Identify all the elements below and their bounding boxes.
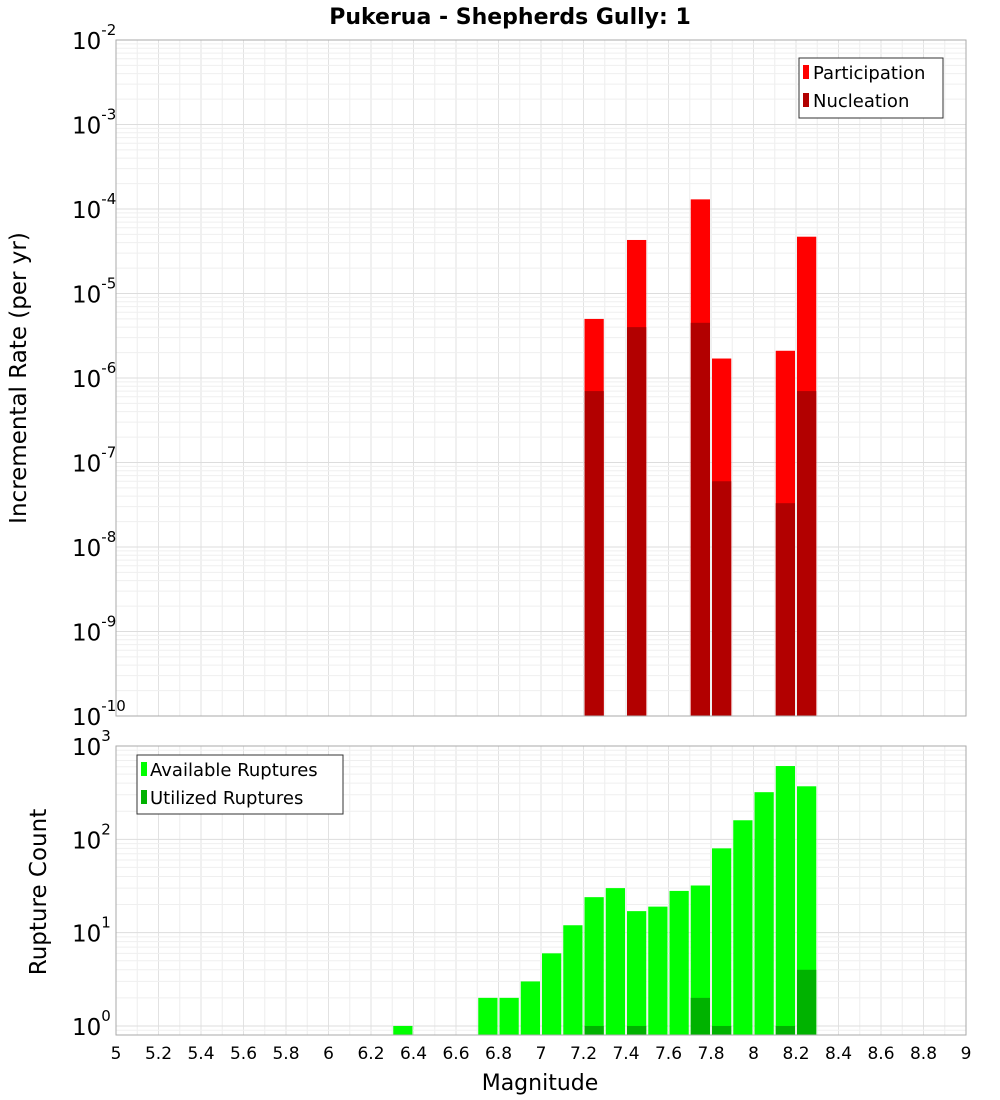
bar-available-ruptures [584,897,604,1035]
bar-available-ruptures [520,981,540,1035]
x-tick-label: 5.8 [272,1044,299,1064]
bar-utilized-ruptures [584,1025,604,1035]
bar-utilized-ruptures [712,1025,732,1035]
legend-label-available-ruptures: Available Ruptures [150,760,318,781]
x-tick-label: 5 [111,1044,122,1064]
top-y-tick-label: 10-8 [72,528,116,562]
x-tick-label: 6.8 [485,1044,512,1064]
bar-available-ruptures [733,820,753,1035]
legend-swatch-available-ruptures [141,762,147,776]
bar-nucleation [797,391,817,716]
bar-available-ruptures [499,997,519,1035]
top-grid [115,39,967,717]
top-legend: Participation Nucleation [798,57,944,119]
x-tick-label: 6.6 [442,1044,469,1064]
bar-available-ruptures [478,997,498,1035]
bar-available-ruptures [627,911,647,1035]
x-tick-label: 6.4 [400,1044,427,1064]
bar-utilized-ruptures [690,997,710,1035]
bar-available-ruptures [605,888,625,1035]
top-plot-frame [115,39,967,717]
legend-label-nucleation: Nucleation [813,91,909,112]
bar-nucleation [690,322,710,716]
bar-available-ruptures [775,766,795,1035]
top-y-tick-label: 10-10 [72,697,126,731]
bottom-y-tick-label: 102 [72,820,111,854]
x-tick-label: 5.4 [187,1044,214,1064]
legend-swatch-nucleation [803,93,809,107]
top-y-tick-label: 10-9 [72,613,116,647]
legend-label-participation: Participation [813,63,925,84]
bottom-plot-frame [115,745,967,1036]
bar-available-ruptures [542,953,562,1035]
top-y-tick-label: 10-3 [72,106,116,140]
bottom-y-tick-label: 101 [72,914,111,948]
top-y-axis-label: Incremental Rate (per yr) [6,232,32,524]
bottom-y-tick-label: 100 [72,1007,111,1041]
bottom-legend-box [136,754,344,815]
bar-nucleation [584,391,604,716]
chart-title: Pukerua - Shepherds Gully: 1 [329,5,691,30]
x-tick-label: 8.4 [825,1044,852,1064]
top-bars [584,199,817,717]
x-axis-ticks: 5 5.2 5.4 5.6 5.8 6 6.2 6.4 6.6 6.8 7 7.2 7.4 7.6 7.8 8… [111,1044,972,1064]
top-y-tick-label: 10-2 [72,21,116,55]
x-tick-label: 5.2 [145,1044,172,1064]
bottom-bars [393,766,817,1035]
x-tick-label: 7.4 [612,1044,639,1064]
x-tick-label: 7.8 [697,1044,724,1064]
bar-available-ruptures [712,848,732,1035]
bottom-panel: 100 101 102 103 5 5.2 5.4 5.6 5.8 6 6.2 6.4 6.6 6.8 7… [26,727,971,1096]
top-y-tick-label: 10-5 [72,275,116,309]
x-tick-label: 8.2 [782,1044,809,1064]
bar-utilized-ruptures [797,969,817,1035]
top-y-tick-label: 10-7 [72,444,116,478]
x-axis-label: Magnitude [482,1071,599,1096]
x-tick-label: 6 [323,1044,334,1064]
bar-utilized-ruptures [775,1025,795,1035]
top-legend-box [798,57,944,119]
bar-nucleation [712,481,732,716]
top-panel: 10-10 10-9 10-8 10-7 10-6 10-5 10-4 10-3 10-2 In… [6,21,967,731]
legend-swatch-participation [803,65,809,79]
x-tick-label: 8.8 [910,1044,937,1064]
x-tick-label: 7.6 [655,1044,682,1064]
bar-nucleation [627,327,647,716]
x-tick-label: 7.2 [570,1044,597,1064]
x-tick-label: 7 [536,1044,547,1064]
bar-available-ruptures [690,885,710,1035]
top-y-tick-label: 10-6 [72,359,116,393]
bar-utilized-ruptures [627,1025,647,1035]
x-tick-label: 8 [748,1044,759,1064]
bar-available-ruptures [648,906,668,1035]
bar-available-ruptures [563,925,583,1035]
x-tick-label: 6.2 [357,1044,384,1064]
x-tick-label: 5.6 [230,1044,257,1064]
bottom-y-ticks: 100 101 102 103 [72,727,111,1041]
x-tick-label: 8.6 [867,1044,894,1064]
bottom-y-axis-label: Rupture Count [26,809,52,975]
top-y-ticks: 10-10 10-9 10-8 10-7 10-6 10-5 10-4 10-3 10-2 [72,21,126,731]
bottom-legend: Available Ruptures Utilized Ruptures [136,754,344,815]
bar-nucleation [775,503,795,716]
legend-swatch-utilized-ruptures [141,790,147,804]
legend-label-utilized-ruptures: Utilized Ruptures [150,788,303,809]
bottom-y-tick-label: 103 [72,727,111,761]
bar-available-ruptures [393,1025,413,1035]
x-tick-label: 9 [961,1044,972,1064]
bar-available-ruptures [669,890,689,1035]
bar-available-ruptures [754,792,774,1035]
top-y-tick-label: 10-4 [72,190,116,224]
